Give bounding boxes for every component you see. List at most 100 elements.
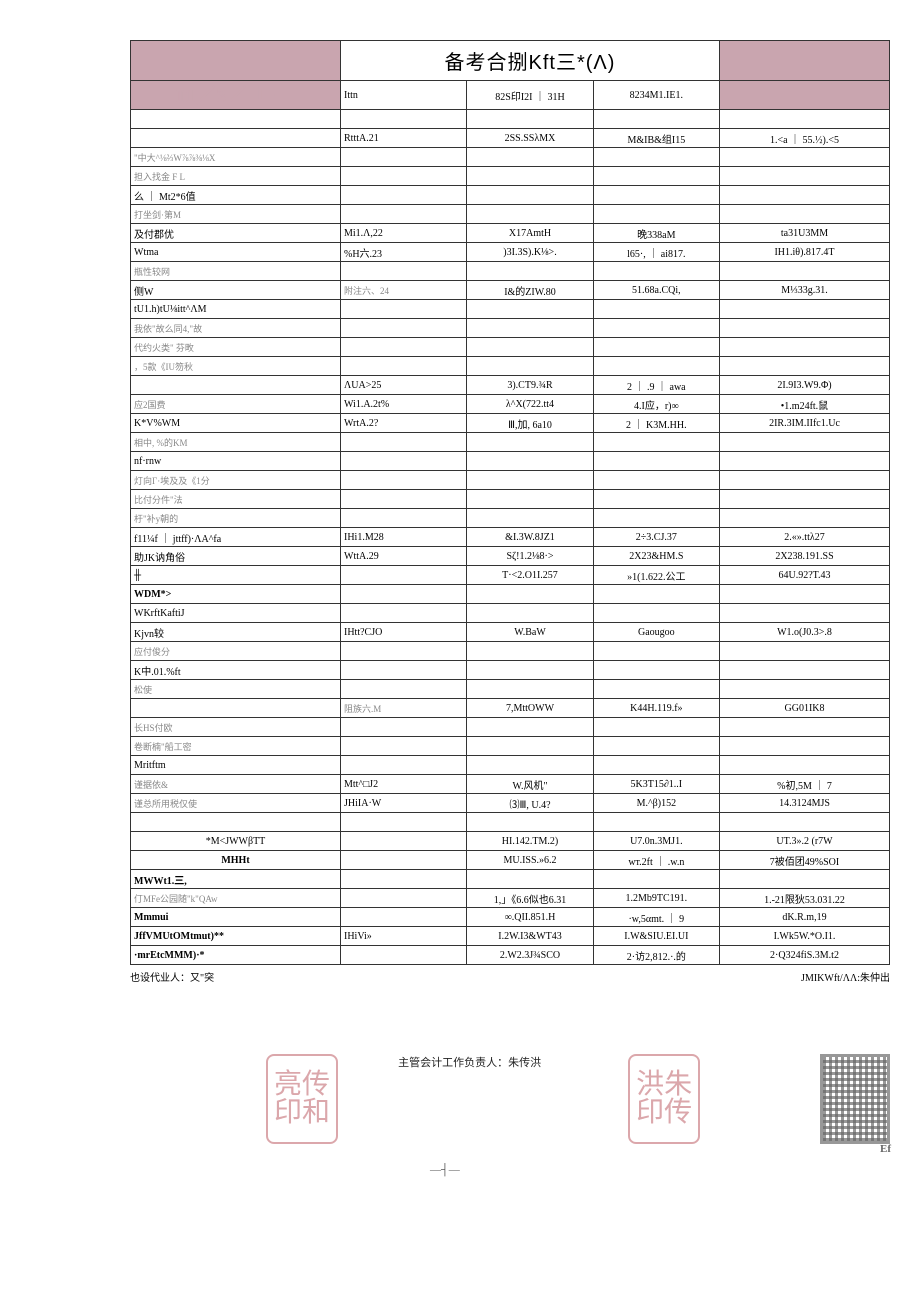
cell: 2 ｜ .9 ｜ awa [593, 376, 719, 395]
table-row: WDM*> [131, 585, 890, 604]
cell: 2X23&HM.S [593, 547, 719, 566]
table-row: RtttA.212SS.SSλMXM&IB&组I151.<a ｜ 55.½).<… [131, 129, 890, 148]
cell: WrtA.2? [341, 414, 467, 433]
cell [720, 338, 890, 357]
cell [467, 661, 593, 680]
seal-stamp-2: 洪朱 印传 [628, 1054, 700, 1144]
table-row: 么 ｜ Mt2*6值 [131, 186, 890, 205]
cell [467, 300, 593, 319]
table-row: 打坐剑·第M [131, 205, 890, 224]
cell [341, 357, 467, 376]
cell: M&IB&组I15 [593, 129, 719, 148]
cell [341, 642, 467, 661]
cell: 应2国费 [131, 395, 341, 414]
cell [720, 357, 890, 376]
table-row: 应付俊分 [131, 642, 890, 661]
cell [341, 604, 467, 623]
table-row: 及付郡优Mi1.Λ,22X17AmtH晚338aMta31U3MM [131, 224, 890, 243]
table-row: JffVMUtOMtmut)**IHiVi»I.2W.I3&WT43I.W&SI… [131, 927, 890, 946]
cell [593, 718, 719, 737]
cell [593, 110, 719, 129]
cell [467, 585, 593, 604]
cell: 我依"故么同4,"故 [131, 319, 341, 338]
cell: IHi1.M28 [341, 528, 467, 547]
cell: JffVMUtOMtmut)** [131, 927, 341, 946]
cell [341, 908, 467, 927]
cell: W.风机" [467, 775, 593, 794]
cell: X17AmtH [467, 224, 593, 243]
cell: 2IR.3IM.IIfc1.Uc [720, 414, 890, 433]
cell: WDM*> [131, 585, 341, 604]
table-row: ，5款《IU笏秋 [131, 357, 890, 376]
cell: 2I.9I3.W9.Φ) [720, 376, 890, 395]
cell: W.BaW [467, 623, 593, 642]
cell: 晚338aM [593, 224, 719, 243]
cell [720, 813, 890, 832]
cell: •1.m24ft.鼠 [720, 395, 890, 414]
cell [467, 433, 593, 452]
cell: 仃MFe公园随"k"QAw [131, 889, 341, 908]
cell: Wtma [131, 243, 341, 262]
cell: JHiIA·W [341, 794, 467, 813]
cell [593, 167, 719, 186]
cell: 侧W [131, 281, 341, 300]
cell: 5K3T15∂1..I [593, 775, 719, 794]
cell: W1.o(J0.3>.8 [720, 623, 890, 642]
cell: K44H.119.f» [593, 699, 719, 718]
cell [593, 585, 719, 604]
table-row: 谨据依&Mtt^□J2W.风机"5K3T15∂1..I%初,5M ｜ 7 [131, 775, 890, 794]
accountant-label: 主管会计工作负责人：朱传洪 [398, 1054, 568, 1070]
cell [341, 262, 467, 281]
table-row: 助JK讷角俗WttA.29Sζ!1.2⅛8·>2X23&HM.S2X238.19… [131, 547, 890, 566]
cell: Gaougoo [593, 623, 719, 642]
cell: ·w,5αmt. ｜ 9 [593, 908, 719, 927]
cell [593, 471, 719, 490]
cell [341, 433, 467, 452]
cell [720, 167, 890, 186]
cell [341, 167, 467, 186]
cell [593, 186, 719, 205]
cell [467, 737, 593, 756]
cell: Mtt^□J2 [341, 775, 467, 794]
cell [341, 452, 467, 471]
footer-right: JMIKWft/ΛΛ:朱仲出 [801, 969, 890, 984]
cell [720, 81, 890, 110]
cell [467, 205, 593, 224]
sub-outline: I1／3／「 一 [131, 81, 341, 110]
cell [341, 471, 467, 490]
cell [720, 870, 890, 889]
cell [341, 300, 467, 319]
stamps-row: 亮传 印和 主管会计工作负责人：朱传洪 洪朱 印传 —┤— [130, 1054, 890, 1144]
cell [720, 509, 890, 528]
cell: 2÷3.CJ.37 [593, 528, 719, 547]
cell [593, 661, 719, 680]
cell: Mritftm [131, 756, 341, 775]
cell: tU1.h)tU⅛itt^ΛM [131, 300, 341, 319]
cell: ·mrEtcMMM)·* [131, 946, 341, 965]
cell [341, 110, 467, 129]
qr-code [820, 1054, 890, 1144]
cell: RtttA.21 [341, 129, 467, 148]
cell: 8234M1.IE1. [593, 81, 719, 110]
cell [593, 300, 719, 319]
cell: Ⅲ,加, 6a10 [467, 414, 593, 433]
cell [131, 813, 341, 832]
cell [720, 604, 890, 623]
cell: ΛUA>25 [341, 376, 467, 395]
cell [720, 433, 890, 452]
cell: f11¼f ｜ jttff)·ΛA^fa [131, 528, 341, 547]
cell [720, 718, 890, 737]
table-row: 代约火类" 芬畋 [131, 338, 890, 357]
cell [720, 452, 890, 471]
cell: GG01IK8 [720, 699, 890, 718]
cell: dK.R.m,19 [720, 908, 890, 927]
cell: λ^X(722.tt4 [467, 395, 593, 414]
cell: K*V%WM [131, 414, 341, 433]
cell [593, 338, 719, 357]
cell [467, 167, 593, 186]
cell [593, 642, 719, 661]
table-row: MHHtMU.ISS.»6.2wт.2ft ｜ .w.n7被佰团49%SOI [131, 851, 890, 870]
cell [341, 566, 467, 585]
cell: 2.«».ttλ27 [720, 528, 890, 547]
cell [467, 262, 593, 281]
